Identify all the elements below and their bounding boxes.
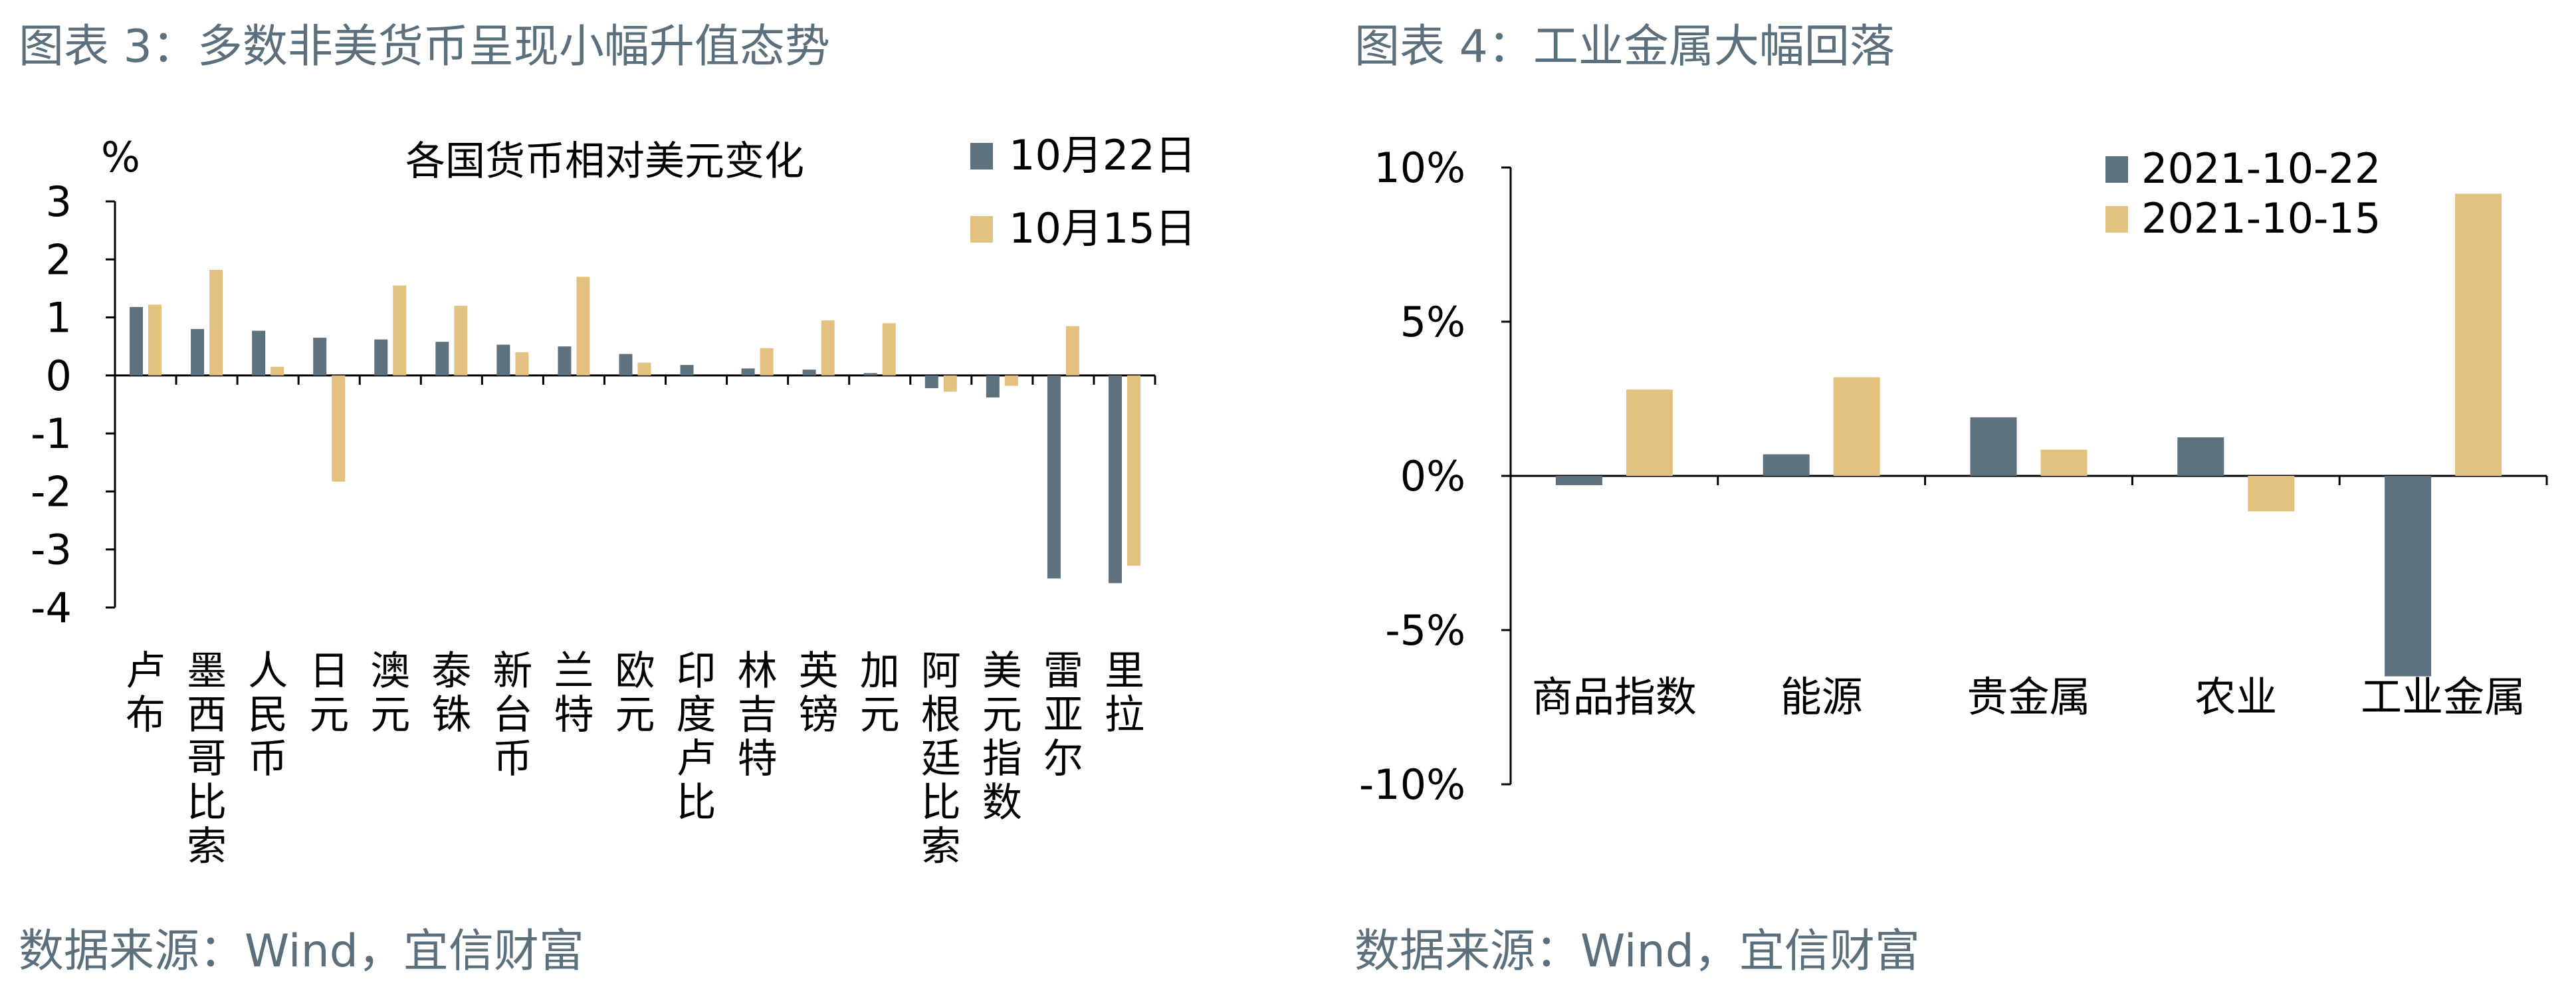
x-category-label: 英镑 — [799, 648, 839, 738]
legend-label-1: 2021-10-22 — [2141, 144, 2381, 193]
x-category-label: 阿根廷比索 — [921, 648, 961, 870]
bar-2 — [515, 352, 529, 376]
legend-swatch-2 — [970, 216, 993, 243]
bar-1 — [1108, 375, 1122, 584]
y-tick-label: -10% — [1359, 760, 1465, 809]
bar-1 — [2177, 437, 2224, 476]
bar-2 — [1626, 389, 1673, 476]
legend-swatch-1 — [970, 143, 993, 169]
bar-2 — [760, 348, 774, 376]
bar-2 — [1004, 375, 1018, 386]
x-category-label: 农业 — [2195, 673, 2277, 721]
legend-swatch-2 — [2105, 206, 2128, 233]
y-tick-label: -5% — [1385, 606, 1465, 655]
x-category-label: 美元指数 — [982, 648, 1022, 826]
x-category-label: 澳元 — [370, 648, 410, 738]
y-tick-label: 0 — [46, 352, 72, 400]
left-source-note: 数据来源：Wind，宜信财富 — [19, 925, 584, 978]
right-figure-title: 图表 4：工业金属大幅回落 — [1354, 21, 1895, 73]
bar-1 — [496, 344, 510, 376]
x-category-label: 墨西哥比索 — [187, 648, 227, 870]
x-category-label: 卢布 — [126, 648, 165, 738]
y-tick-label: -2 — [31, 467, 72, 516]
bar-2 — [1127, 375, 1140, 566]
x-category-label: 加元 — [860, 648, 900, 738]
bar-2 — [454, 306, 468, 376]
bar-2 — [2248, 476, 2295, 512]
x-category-label: 贵金属 — [1967, 673, 2090, 721]
bar-2 — [148, 304, 162, 376]
bar-1 — [1555, 476, 1602, 485]
legend-label-2: 2021-10-15 — [2141, 194, 2381, 243]
bar-2 — [270, 366, 284, 376]
bar-1 — [1763, 454, 1810, 476]
legend-label-2: 10月15日 — [1009, 204, 1196, 253]
legend-swatch-1 — [2105, 156, 2128, 183]
x-category-label: 商品指数 — [1532, 673, 1697, 721]
y-tick-label: -1 — [31, 409, 72, 458]
x-category-label: 印度卢比 — [677, 648, 716, 826]
bar-1 — [2385, 476, 2432, 677]
bar-2 — [637, 362, 651, 376]
x-category-label: 兰特 — [554, 648, 593, 738]
bar-1 — [191, 329, 205, 376]
y-axis-unit: % — [101, 133, 140, 181]
bar-1 — [1970, 417, 2017, 476]
x-category-label: 能源 — [1780, 673, 1863, 721]
bar-1 — [802, 370, 816, 376]
y-tick-label: 10% — [1374, 144, 1465, 192]
x-category-label: 日元 — [309, 648, 349, 738]
left-figure-title: 图表 3：多数非美货币呈现小幅升值态势 — [19, 21, 830, 73]
bar-1 — [924, 375, 938, 389]
y-tick-label: -4 — [31, 584, 72, 632]
x-category-label: 工业金属 — [2361, 673, 2525, 721]
bar-2 — [1833, 377, 1880, 476]
y-tick-label: 3 — [46, 177, 72, 226]
bar-1 — [863, 373, 877, 376]
bar-1 — [374, 339, 388, 376]
bar-2 — [332, 375, 346, 482]
bar-1 — [435, 342, 449, 376]
chart-title: 各国货币相对美元变化 — [405, 138, 804, 185]
bar-2 — [209, 269, 223, 376]
right-source-note: 数据来源：Wind，宜信财富 — [1354, 925, 1920, 978]
bar-1 — [130, 306, 144, 376]
bar-2 — [2455, 193, 2502, 476]
legend-label-1: 10月22日 — [1009, 131, 1196, 179]
bar-1 — [313, 338, 327, 376]
bar-1 — [619, 354, 633, 376]
bar-2 — [2040, 449, 2088, 476]
x-category-label: 里拉 — [1105, 648, 1144, 738]
bar-1 — [1047, 375, 1061, 579]
y-tick-label: -3 — [31, 526, 72, 574]
x-category-label: 雷亚尔 — [1043, 648, 1083, 782]
commodity-change-chart: 10% 5% 0% -5% -10% 商品指数 能源 贵金属 农业 工业金属 2021-10-222… — [1359, 144, 2548, 809]
bar-2 — [576, 276, 590, 376]
currency-change-chart: 3 2 1 0 -1 -2 -3 -4% 各国货币相对美元变化卢布墨西哥比索人民币日元澳元泰铢新… — [31, 131, 1196, 870]
bar-1 — [741, 368, 755, 376]
bar-2 — [393, 285, 407, 376]
bar-2 — [882, 323, 896, 376]
y-tick-label: 1 — [46, 294, 72, 342]
bar-2 — [821, 320, 835, 376]
bar-1 — [252, 330, 266, 376]
x-category-label: 欧元 — [615, 648, 655, 738]
x-category-label: 泰铢 — [431, 648, 471, 738]
bar-2 — [1065, 326, 1079, 376]
x-category-label: 林吉特 — [738, 648, 778, 782]
bar-1 — [558, 346, 572, 376]
y-tick-label: 2 — [46, 235, 72, 284]
y-tick-label: 5% — [1400, 298, 1465, 346]
bar-2 — [943, 375, 957, 392]
x-category-label: 人民币 — [248, 648, 288, 782]
x-category-label: 新台币 — [492, 648, 532, 782]
y-tick-label: 0% — [1400, 452, 1465, 500]
bar-1 — [680, 365, 694, 376]
bar-1 — [986, 375, 1000, 398]
